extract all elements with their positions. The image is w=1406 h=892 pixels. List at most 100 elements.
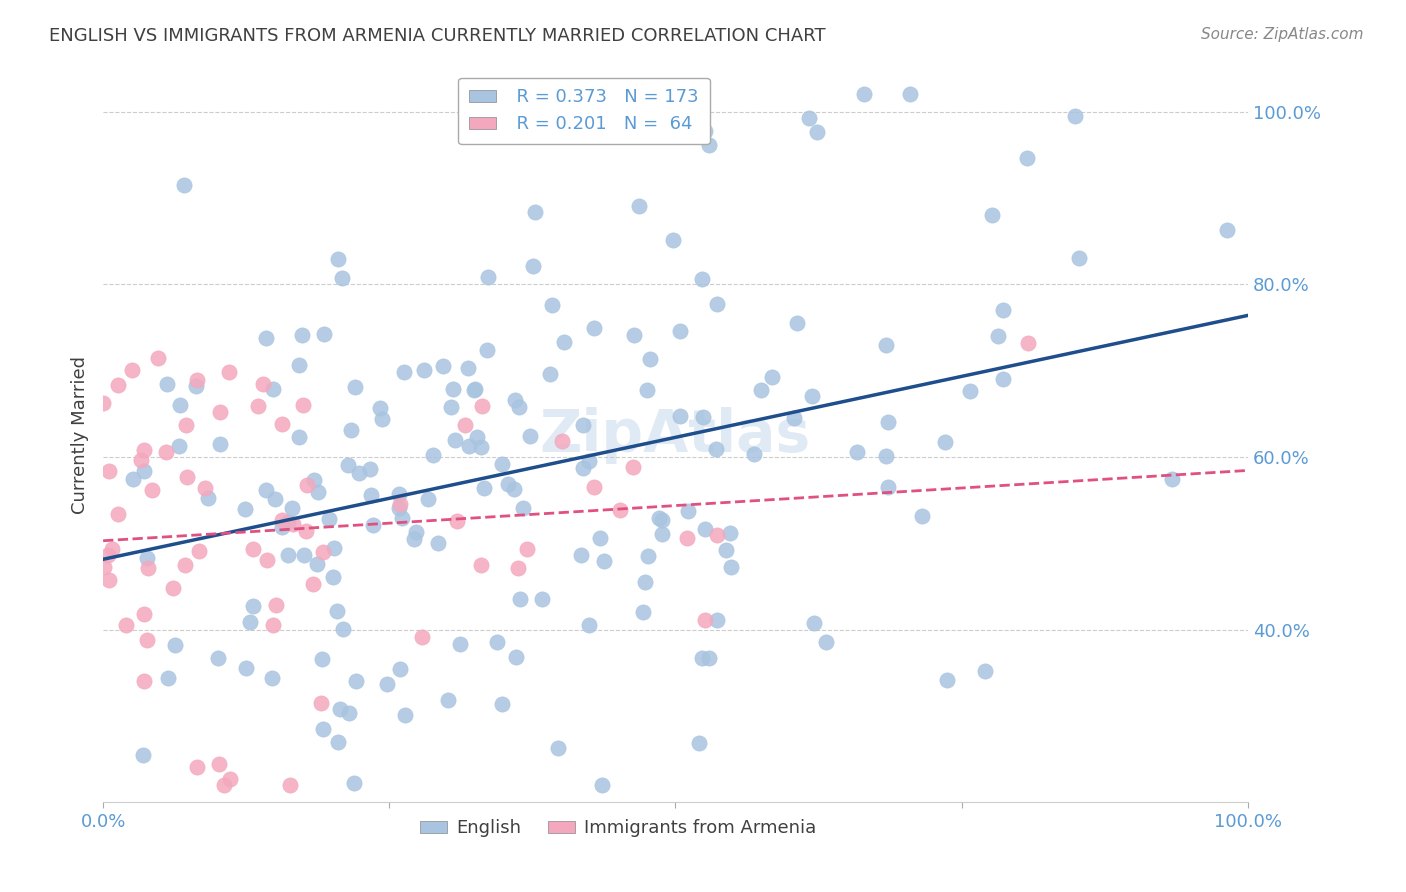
Point [155,377,177,392]
Point [389,497,412,511]
Point [292,398,315,412]
Point [583,321,606,335]
Point [690,651,713,665]
Point [502,482,524,496]
Point [693,613,716,627]
Point [553,335,575,350]
Point [1067,252,1090,266]
Point [522,259,544,273]
Point [156,671,179,685]
Point [326,735,349,749]
Point [187,544,209,558]
Point [132,748,155,763]
Point [934,434,956,449]
Point [662,233,685,247]
Point [262,671,284,685]
Point [242,599,264,614]
Point [132,464,155,478]
Point [176,418,198,433]
Point [465,430,488,444]
Point [692,410,714,425]
Point [318,512,340,526]
Point [239,615,262,629]
Point [441,382,464,396]
Point [288,430,311,444]
Point [706,528,728,542]
Point [281,500,304,515]
Point [186,379,208,393]
Point [472,481,495,495]
Point [457,439,479,453]
Point [271,513,294,527]
Point [636,384,658,398]
Point [1064,109,1087,123]
Point [519,429,541,443]
Point [1161,472,1184,486]
Point [314,326,336,341]
Point [340,423,363,437]
Point [463,384,485,398]
Point [571,417,593,432]
Point [219,772,242,787]
Point [359,462,381,476]
Point [512,501,534,516]
Point [252,376,274,391]
Point [485,634,508,648]
Point [974,664,997,678]
Point [402,532,425,546]
Point [877,480,900,494]
Point [678,504,700,518]
Point [235,661,257,675]
Point [651,513,673,527]
Point [98,574,121,588]
Point [91,395,114,409]
Point [332,622,354,636]
Point [853,87,876,102]
Point [162,581,184,595]
Point [208,757,231,772]
Point [186,373,208,387]
Point [277,516,299,530]
Point [291,328,314,343]
Point [173,178,195,192]
Text: Source: ZipAtlas.com: Source: ZipAtlas.com [1201,27,1364,42]
Point [524,204,547,219]
Point [669,409,692,424]
Point [412,362,434,376]
Point [541,298,564,312]
Point [370,401,392,416]
Point [464,382,486,396]
Point [405,524,427,539]
Point [783,411,806,425]
Point [391,511,413,525]
Point [167,439,190,453]
Point [491,458,513,472]
Point [307,557,329,571]
Point [697,138,720,153]
Point [302,473,325,487]
Point [876,416,898,430]
Point [578,454,600,468]
Point [132,673,155,688]
Point [875,338,897,352]
Point [634,575,657,590]
Point [593,554,616,568]
Point [589,531,612,545]
Point [173,558,195,573]
Point [295,524,318,539]
Point [993,372,1015,386]
Point [295,478,318,492]
Point [471,399,494,413]
Point [621,460,644,475]
Point [668,324,690,338]
Text: ZipAtlas: ZipAtlas [540,407,811,464]
Point [718,526,741,541]
Point [422,448,444,462]
Point [292,548,315,562]
Point [651,527,673,541]
Point [875,449,897,463]
Point [176,470,198,484]
Point [426,536,449,550]
Point [631,605,654,619]
Y-axis label: Currently Married: Currently Married [72,357,89,515]
